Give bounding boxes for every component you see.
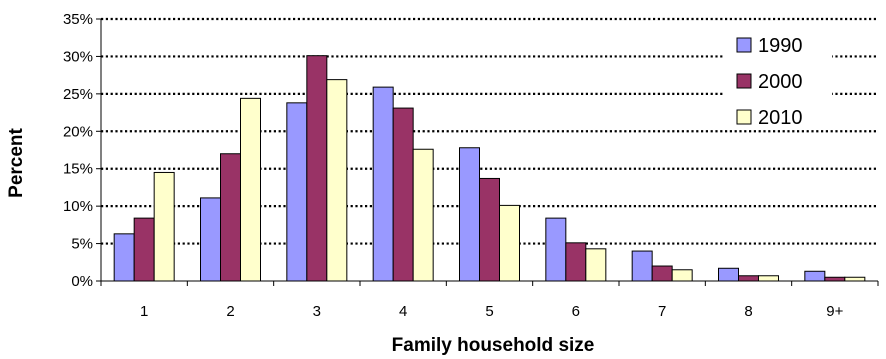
y-tick-label: 20%	[63, 123, 93, 140]
bar-2000-1	[133, 217, 155, 282]
x-tick-labels: 1 2 3 4 5 6 7 8 9+	[140, 303, 844, 320]
bar-1990-2	[200, 197, 221, 282]
bar-2010-7	[671, 269, 693, 282]
bar-2000-7	[651, 265, 673, 282]
bar-1990-6	[545, 217, 567, 282]
bar-2010-1	[153, 171, 175, 282]
x-tick-label: 7	[658, 303, 666, 320]
x-axis-title: Family household size	[392, 335, 595, 356]
x-tick-label: 3	[313, 303, 321, 320]
y-tick-label: 25%	[63, 86, 93, 103]
bar-1990-9+	[804, 270, 826, 282]
legend-swatch-1990	[736, 37, 752, 53]
y-tick-label: 5%	[71, 236, 93, 253]
bar-2000-6	[565, 242, 587, 282]
bar-2000-9+	[824, 276, 846, 282]
x-tick-label: 9+	[826, 303, 843, 320]
bars	[113, 55, 866, 282]
bar-2010-6	[585, 248, 607, 282]
axes	[96, 18, 879, 286]
legend-swatch-2010	[736, 109, 752, 125]
bar-2010-9+	[844, 276, 866, 282]
x-tick-label: 2	[226, 303, 234, 320]
bar-2010-5	[499, 204, 520, 282]
y-tick-label: 35%	[63, 11, 93, 28]
x-tick-label: 8	[744, 303, 752, 320]
y-tick-labels: 0% 5% 10% 15% 20% 25% 30% 35%	[63, 11, 93, 290]
bar-2000-2	[220, 153, 241, 282]
bar-1990-5	[459, 147, 480, 282]
x-tick-label: 1	[140, 303, 148, 320]
bar-2000-3	[306, 55, 328, 282]
bar-1990-7	[631, 250, 653, 282]
bar-1990-1	[113, 233, 135, 282]
y-tick-label: 10%	[63, 198, 93, 215]
legend-label: 2010	[758, 107, 803, 129]
bar-1990-8	[718, 267, 739, 282]
bar-2010-3	[326, 79, 348, 282]
legend-label: 2000	[758, 71, 803, 93]
y-tick-label: 0%	[71, 273, 93, 290]
x-tick-label: 4	[399, 303, 407, 320]
bar-2000-8	[738, 275, 759, 282]
x-tick-label: 5	[485, 303, 493, 320]
y-tick-label: 15%	[63, 161, 93, 178]
legend-swatch-2000	[736, 73, 752, 89]
bar-2000-5	[479, 177, 500, 282]
y-tick-label: 30%	[63, 48, 93, 65]
bar-2010-4	[412, 148, 434, 282]
bar-2000-4	[392, 107, 414, 282]
y-axis-title: Percent	[6, 127, 27, 197]
bar-1990-4	[372, 86, 394, 282]
bar-1990-3	[286, 102, 308, 282]
legend-label: 1990	[758, 35, 803, 57]
bar-2010-2	[240, 97, 261, 282]
legend: 1990 2000 2010	[724, 24, 832, 129]
x-tick-label: 6	[572, 303, 580, 320]
bar-2010-8	[758, 275, 779, 282]
